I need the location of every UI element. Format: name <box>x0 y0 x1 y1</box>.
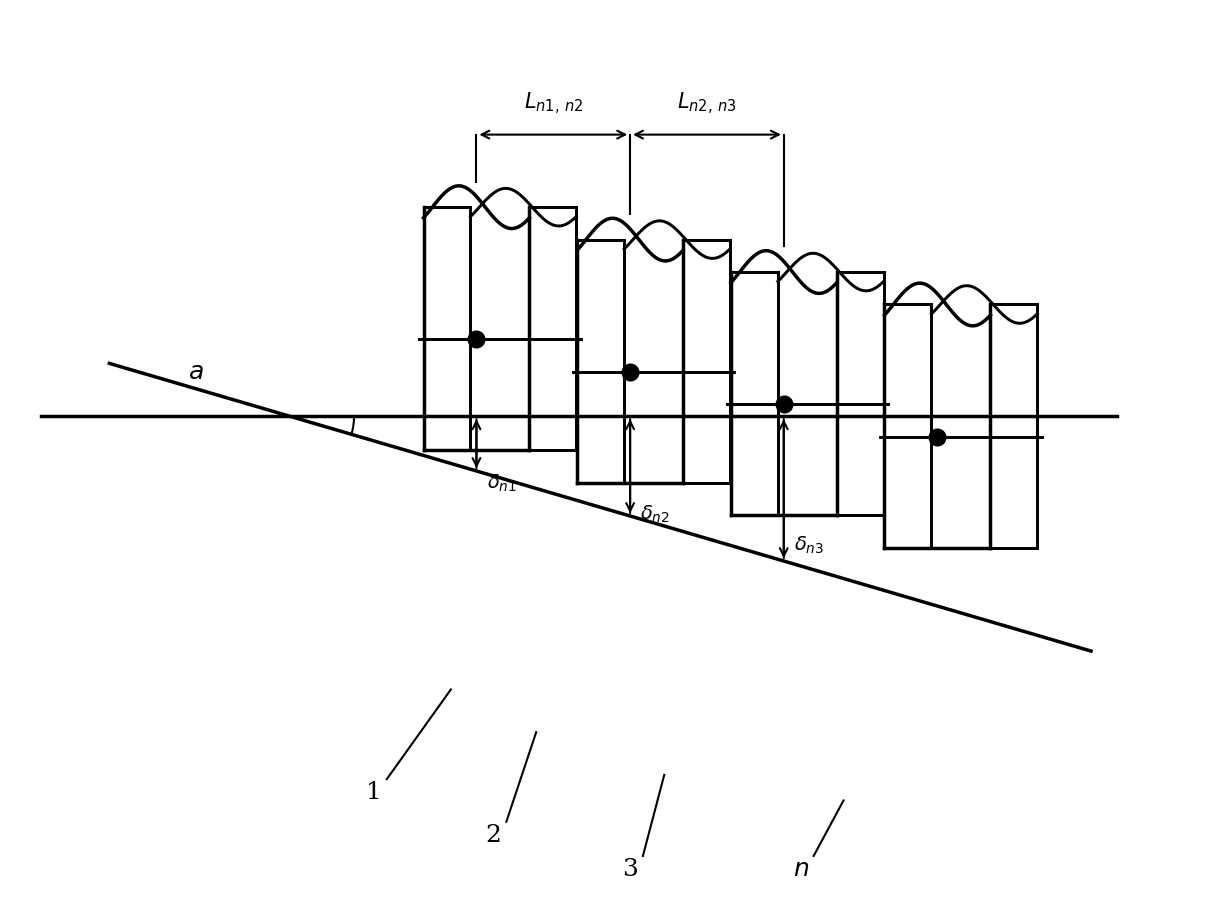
Text: $\delta_{n3}$: $\delta_{n3}$ <box>794 534 825 555</box>
Text: $\delta_{n2}$: $\delta_{n2}$ <box>641 503 670 524</box>
Text: 1: 1 <box>366 780 382 803</box>
Text: $\delta_{n1}$: $\delta_{n1}$ <box>487 471 516 494</box>
Text: $n$: $n$ <box>793 857 809 880</box>
Text: $L_{n2,\,n3}$: $L_{n2,\,n3}$ <box>677 91 736 117</box>
Text: $L_{n1,\,n2}$: $L_{n1,\,n2}$ <box>523 91 583 117</box>
Text: $\it{a}$: $\it{a}$ <box>189 361 204 384</box>
Text: 3: 3 <box>623 857 638 880</box>
Text: 2: 2 <box>486 823 502 846</box>
